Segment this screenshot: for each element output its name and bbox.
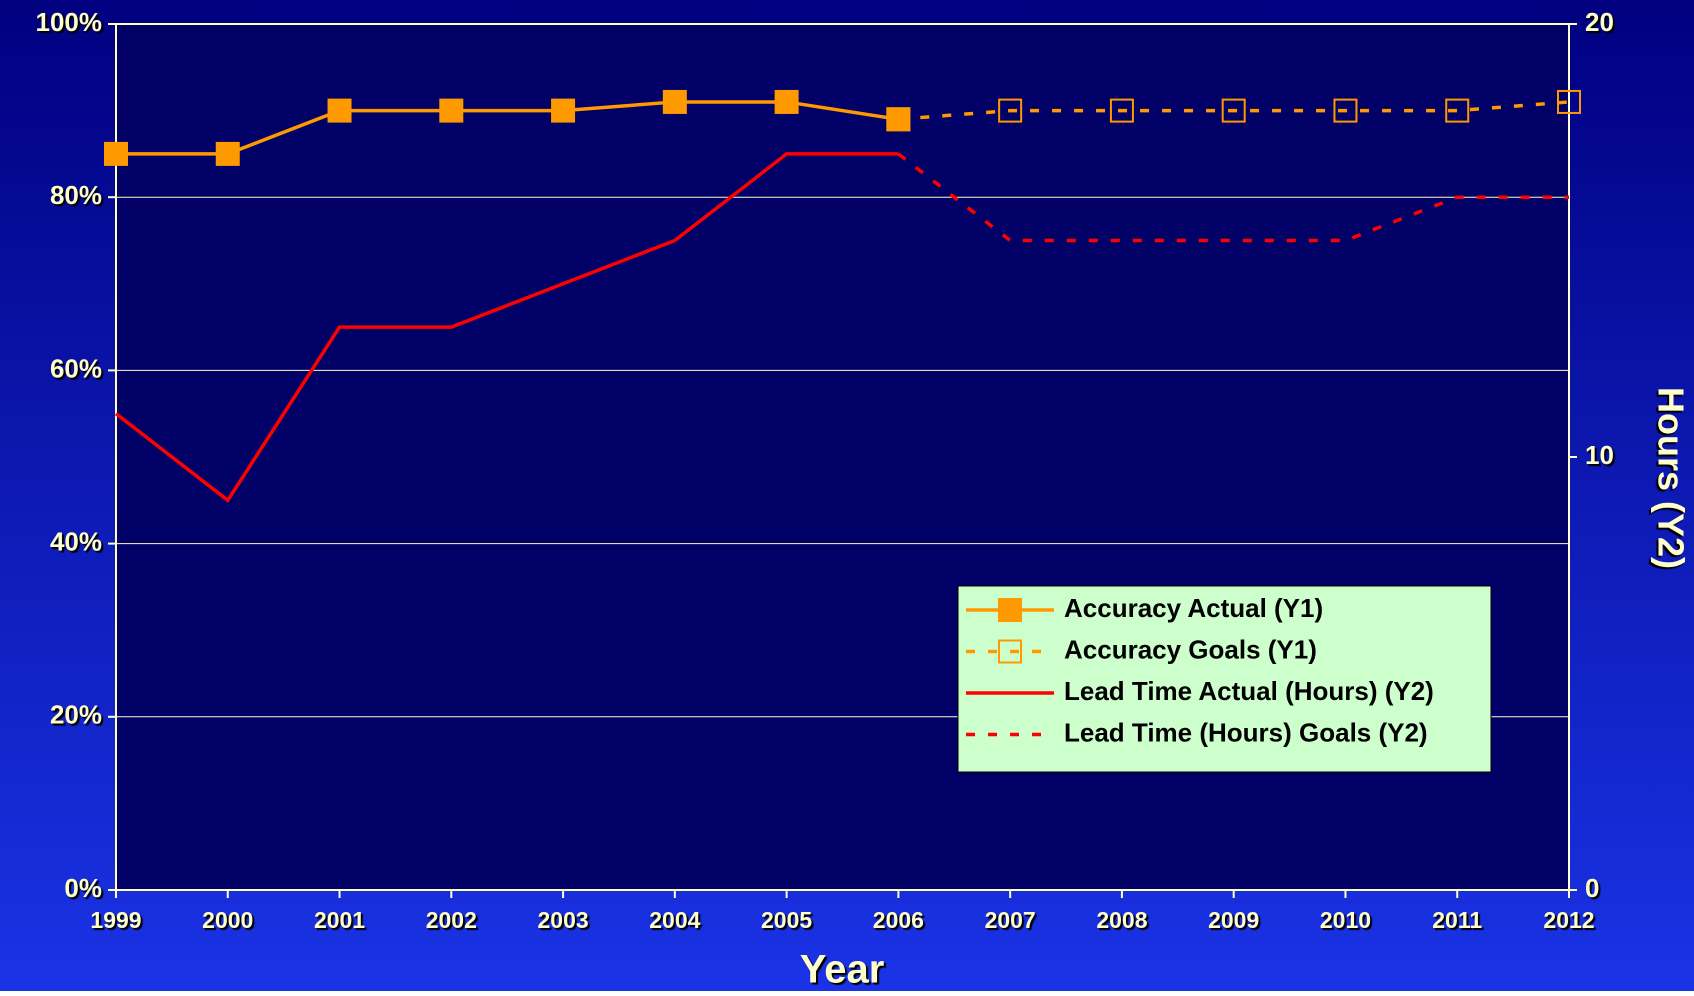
- y-tick-label: 40%: [50, 526, 102, 556]
- y-tick-label: 80%: [50, 180, 102, 210]
- marker: [774, 89, 799, 114]
- legend: Accuracy Actual (Y1) Accuracy Goals (Y1) L…: [957, 585, 1492, 773]
- y2-tick-label: 0: [1585, 873, 1599, 903]
- y-tick-label: 100%: [36, 7, 103, 37]
- marker: [1333, 98, 1358, 123]
- marker: [886, 107, 911, 132]
- series-line: [116, 100, 899, 156]
- x-tick-label: 2003: [537, 907, 588, 933]
- y-tick-label: 60%: [50, 353, 102, 383]
- legend-label: Accuracy Goals (Y1): [1064, 634, 1317, 664]
- x-tick-label: 2006: [873, 907, 924, 933]
- x-tick-label: 2004: [649, 907, 700, 933]
- legend-label: Lead Time Actual (Hours) (Y2): [1064, 676, 1434, 706]
- x-tick-label: 1999: [90, 907, 141, 933]
- marker: [998, 598, 1022, 622]
- legend-label: Accuracy Actual (Y1): [1064, 593, 1323, 623]
- marker: [1109, 98, 1134, 123]
- x-tick-label: 2009: [1208, 907, 1259, 933]
- marker: [327, 98, 352, 123]
- x-tick-label: 2000: [202, 907, 253, 933]
- marker: [439, 98, 464, 123]
- series-line: [114, 152, 899, 503]
- x-tick-label: 2011: [1432, 907, 1482, 933]
- x-tick-label: 2012: [1543, 907, 1594, 933]
- legend-label: Lead Time (Hours) Goals (Y2): [1064, 717, 1428, 747]
- marker: [1445, 98, 1470, 123]
- marker: [215, 141, 240, 166]
- y-tick-label: 0%: [64, 873, 102, 903]
- marker: [1557, 89, 1581, 114]
- y2-axis-title: Hours (Y2): [1650, 387, 1691, 569]
- marker: [551, 98, 576, 123]
- legend-box: [957, 585, 1492, 773]
- x-tick-label: 2002: [426, 907, 477, 933]
- series-line: [898, 100, 1570, 122]
- x-tick-label: 2008: [1096, 907, 1147, 933]
- y2-tick-label: 10: [1585, 440, 1614, 470]
- x-tick-label: 2005: [761, 907, 812, 933]
- x-tick-label: 2007: [985, 907, 1036, 933]
- marker: [1221, 98, 1246, 123]
- marker: [998, 98, 1023, 123]
- marker: [104, 141, 128, 166]
- x-tick-label: 2010: [1320, 907, 1371, 933]
- y-tick-label: 20%: [50, 700, 102, 730]
- marker: [662, 89, 687, 114]
- y2-tick-label: 20: [1585, 7, 1614, 37]
- x-tick-label: 2001: [314, 907, 365, 933]
- x-axis-title: Year: [800, 948, 885, 991]
- series-line: [897, 152, 1569, 243]
- marker: [998, 639, 1022, 664]
